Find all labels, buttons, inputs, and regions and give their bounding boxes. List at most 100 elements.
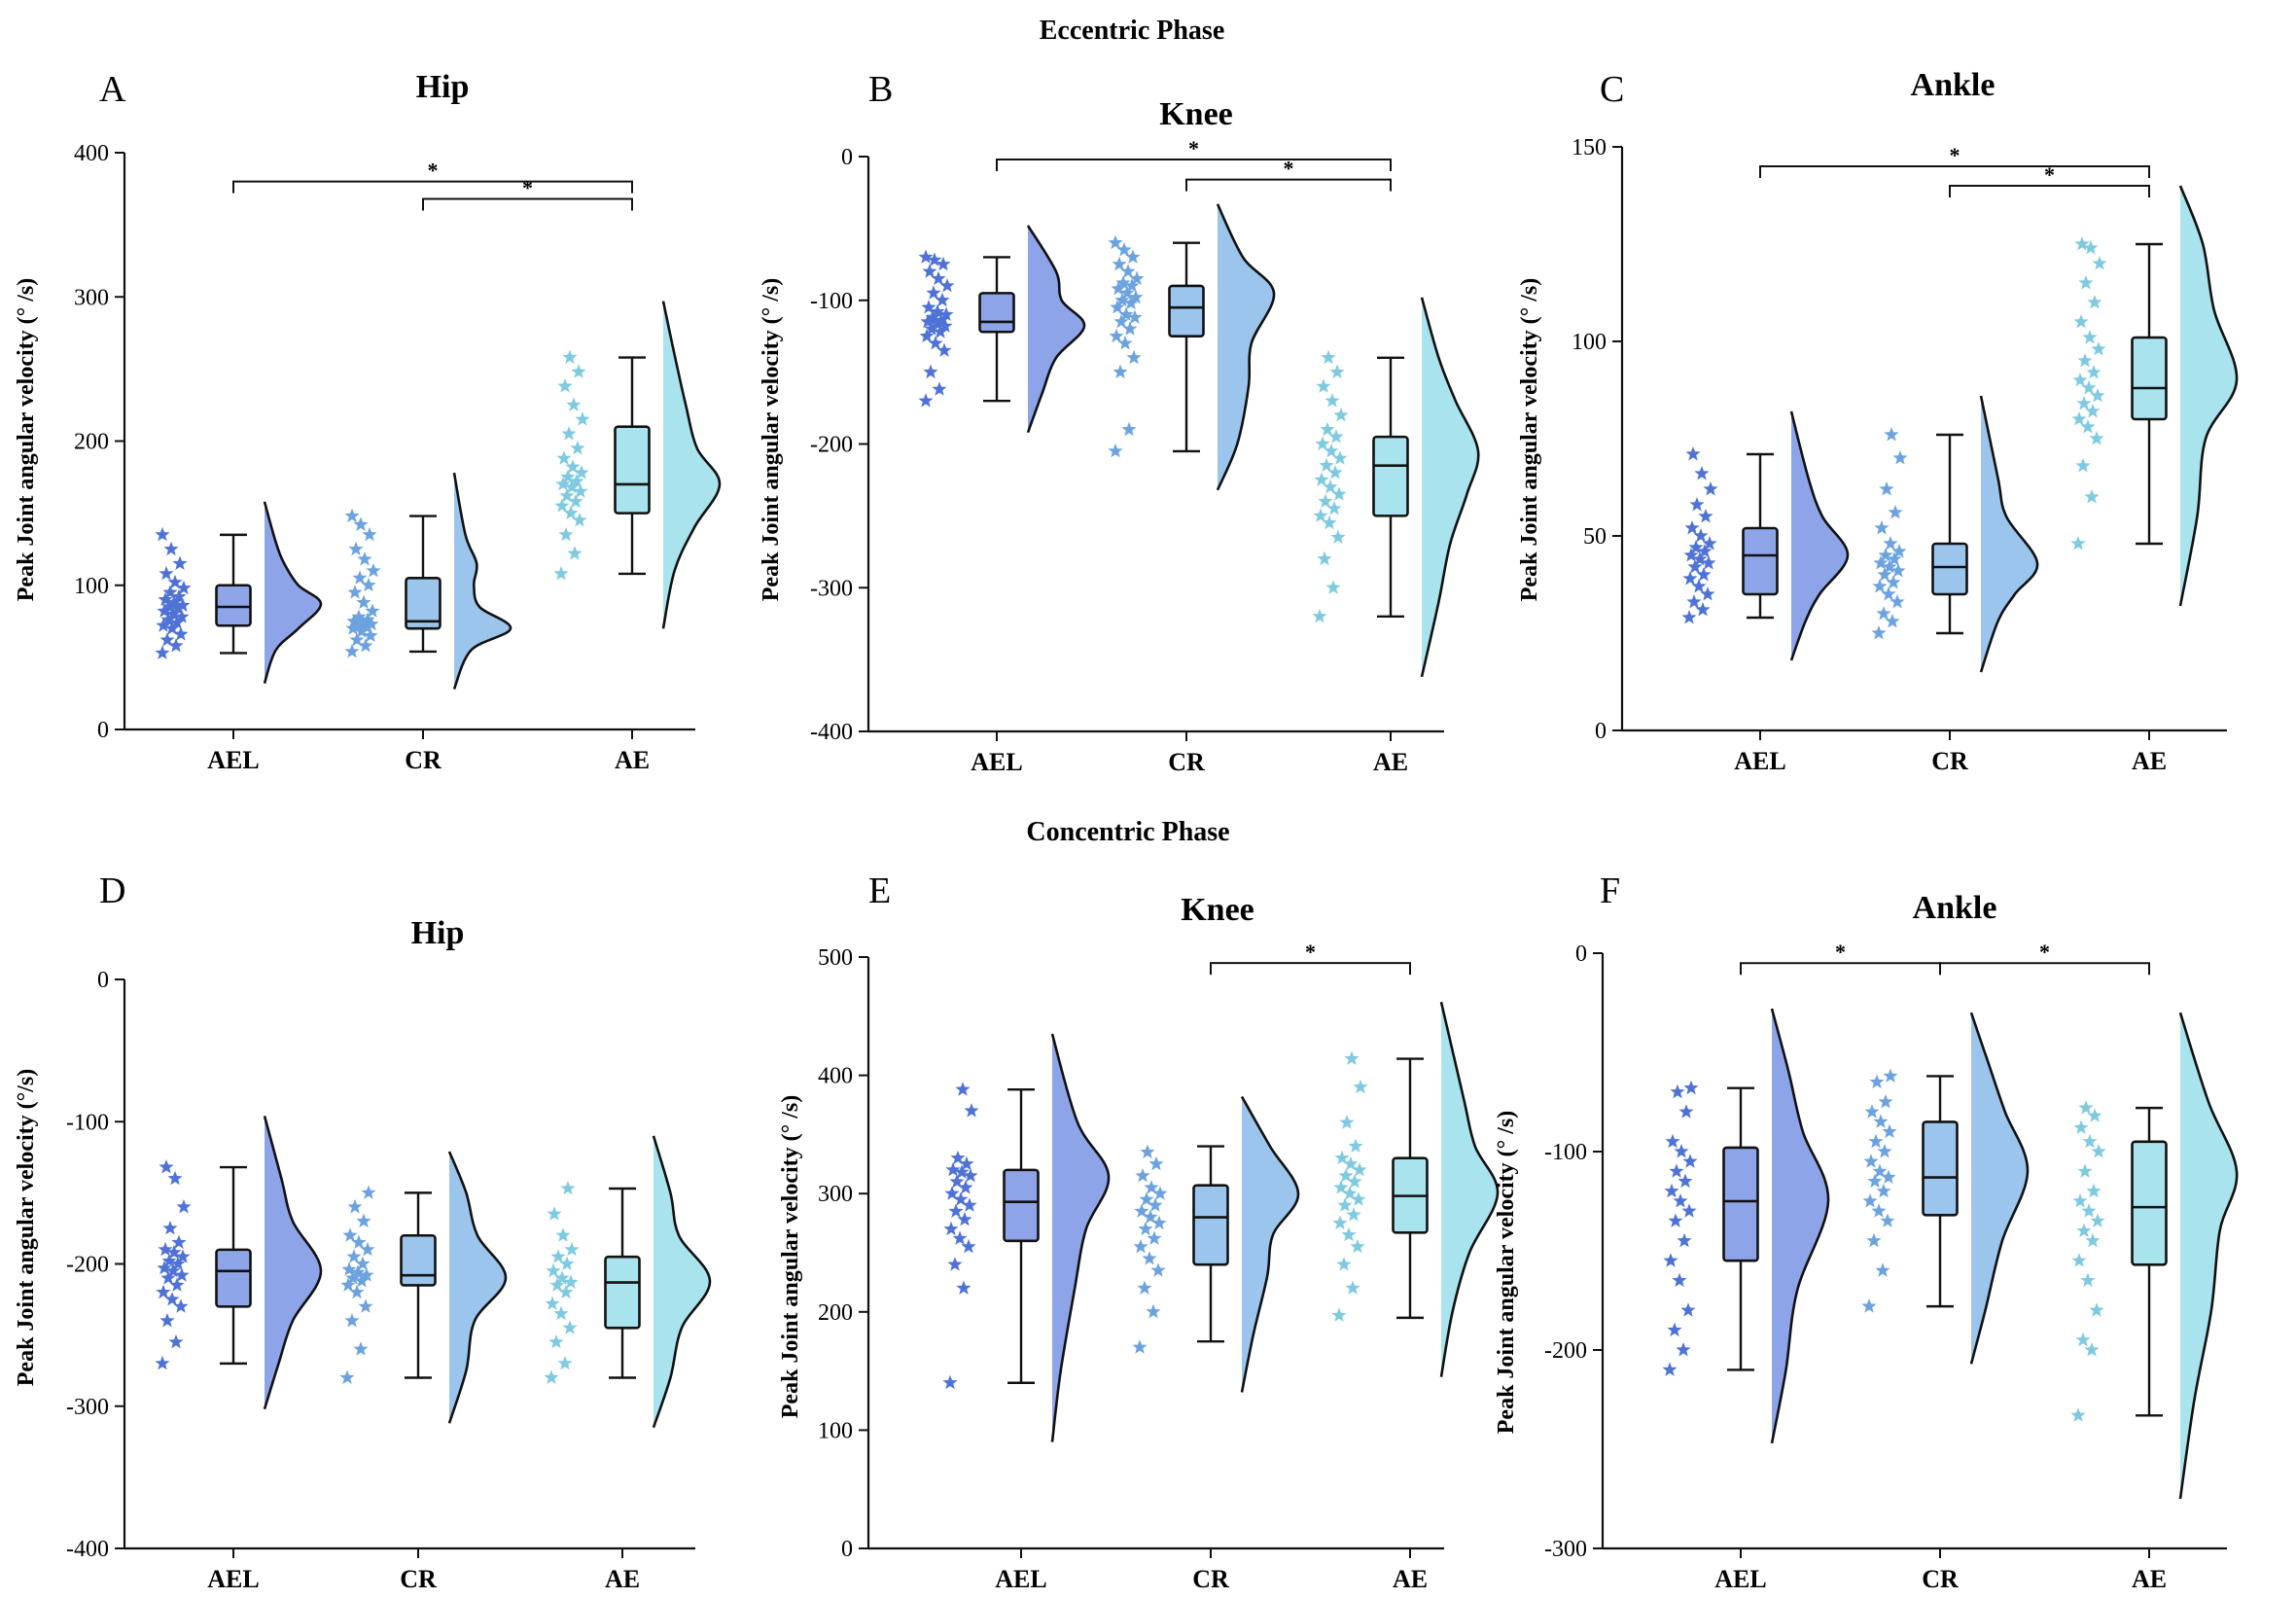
x-tick-label: AEL [1734, 747, 1785, 775]
x-tick-label: AEL [207, 1565, 259, 1593]
y-tick-label: 400 [74, 141, 109, 166]
y-tick-label: 400 [818, 1064, 853, 1089]
data-point [1331, 1307, 1347, 1322]
data-point [1864, 1104, 1880, 1119]
x-tick-label: AE [1373, 748, 1408, 776]
y-tick-label: 100 [818, 1418, 853, 1443]
data-point [1861, 1298, 1877, 1313]
y-tick-label: -100 [810, 289, 853, 314]
data-point [1352, 1161, 1367, 1177]
data-point [918, 249, 934, 264]
data-point [157, 603, 172, 618]
y-tick-label: -300 [66, 1395, 109, 1420]
y-axis-label: Peak Joint angular velocity (° /s) [759, 278, 784, 601]
data-point [353, 516, 369, 531]
y-tick-label: 0 [841, 145, 853, 170]
star-points-ae [544, 1181, 580, 1384]
y-tick-label: 150 [1572, 135, 1607, 160]
star-points-cr [344, 508, 381, 658]
data-point [931, 270, 946, 286]
data-point [1342, 1186, 1358, 1200]
y-tick-label: 0 [841, 1537, 853, 1562]
data-point [162, 585, 178, 599]
data-point [1672, 1272, 1687, 1288]
data-point [156, 618, 171, 632]
panel-letter: A [99, 69, 126, 110]
panel-a-chart: A Hip Peak Joint angular velocity (° /s)… [14, 69, 722, 774]
data-point [1326, 501, 1342, 515]
data-point [950, 1150, 966, 1165]
data-point [1330, 529, 1346, 544]
data-point [563, 505, 579, 520]
data-point [943, 1221, 959, 1236]
data-point [1331, 486, 1347, 501]
data-point [1873, 1114, 1889, 1128]
x-tick-label: CR [405, 746, 442, 774]
data-point [361, 1185, 376, 1199]
density-cloud-outline [1439, 1001, 1500, 1377]
data-point [351, 1234, 367, 1249]
data-point [1325, 393, 1340, 408]
data-point [1346, 1207, 1361, 1222]
data-point [574, 465, 589, 480]
significance-bracket [232, 180, 633, 194]
density-cloud-fill [1218, 203, 1275, 490]
data-point [1688, 540, 1704, 554]
data-point [924, 321, 939, 336]
y-axis-label: Peak Joint angular velocity (°/s) [14, 1069, 39, 1386]
box-iqr [1922, 1120, 1959, 1217]
data-point [571, 364, 586, 378]
density-cloud-outline [1420, 297, 1480, 678]
data-point [572, 513, 587, 527]
density-cloud-outline [447, 1151, 508, 1424]
data-point [1132, 1339, 1148, 1354]
significance-bracket [1740, 962, 1941, 976]
density-cloud-fill [454, 473, 512, 690]
data-point [358, 638, 373, 653]
data-point [175, 597, 191, 612]
data-point [1873, 555, 1889, 570]
data-point [1888, 505, 1903, 519]
data-point [566, 397, 582, 411]
density-cloud-outline [1979, 395, 2039, 673]
data-point [1867, 1173, 1883, 1189]
data-point [1687, 559, 1703, 574]
data-point [1884, 427, 1899, 442]
star-points-cr [1108, 234, 1145, 458]
data-point [176, 580, 192, 595]
data-point [344, 508, 360, 523]
data-point [1322, 515, 1337, 530]
density-cloud-outline [1969, 1012, 2030, 1365]
density-cloud-fill [1791, 411, 1849, 660]
data-point [1120, 264, 1136, 278]
data-point [2086, 1183, 2102, 1198]
data-point [167, 574, 183, 589]
data-point [171, 1234, 187, 1249]
data-point [2082, 330, 2098, 344]
data-point [1351, 1191, 1366, 1206]
data-point [957, 1212, 972, 1226]
data-point [341, 1261, 357, 1276]
data-point [1882, 559, 1897, 574]
data-point [172, 555, 188, 570]
eccentric-phase-title: Eccentric Phase [1040, 16, 1225, 46]
data-point [2092, 256, 2107, 270]
data-point [958, 1180, 973, 1194]
data-point [2082, 1133, 2098, 1149]
density-cloud-fill [1772, 1009, 1829, 1443]
data-point [1871, 625, 1887, 640]
significance-label: * [522, 175, 533, 199]
data-point [1879, 481, 1894, 496]
density-cloud-outline [1216, 203, 1276, 491]
data-point [556, 450, 572, 465]
data-point [1874, 520, 1890, 535]
data-point [1121, 421, 1137, 437]
data-point [563, 1274, 579, 1289]
data-point [1882, 1123, 1897, 1139]
data-point [1337, 1197, 1353, 1212]
data-point [2073, 314, 2089, 329]
data-point [1128, 289, 1144, 304]
data-point [1673, 1193, 1688, 1208]
density-cloud-outline [2178, 1012, 2239, 1500]
data-point [919, 328, 935, 343]
